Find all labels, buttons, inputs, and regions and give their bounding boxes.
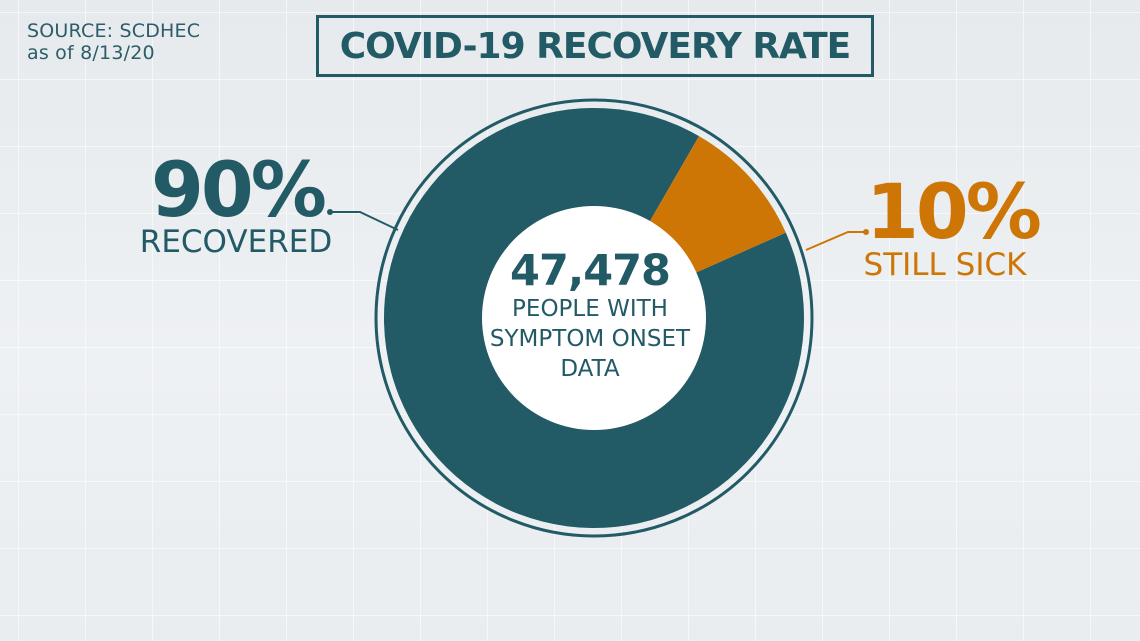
as-of-date: as of 8/13/20 <box>27 42 155 64</box>
center-count: 47,478 <box>510 246 671 296</box>
still-sick-label: STILL SICK <box>863 247 1027 283</box>
chart-title-box: COVID-19 RECOVERY RATE <box>316 15 874 77</box>
outer-ring <box>374 98 814 538</box>
recovered-percent: 90% <box>151 145 327 234</box>
chart-title: COVID-19 RECOVERY RATE <box>339 25 852 67</box>
leader-line-still-sick <box>805 231 866 251</box>
center-description: PEOPLE WITH SYMPTOM ONSET DATA <box>489 296 691 382</box>
leader-dot-recovered <box>327 209 333 215</box>
source-note: SOURCE: SCDHEC as of 8/13/20 <box>27 20 200 64</box>
recovered-label: RECOVERED <box>139 224 333 260</box>
source-line: SOURCE: SCDHEC <box>27 20 201 42</box>
leader-line-recovered <box>330 211 399 231</box>
still-sick-percent: 10% <box>866 167 1042 256</box>
leader-dot-still-sick <box>863 229 869 235</box>
center-hole <box>482 206 706 430</box>
